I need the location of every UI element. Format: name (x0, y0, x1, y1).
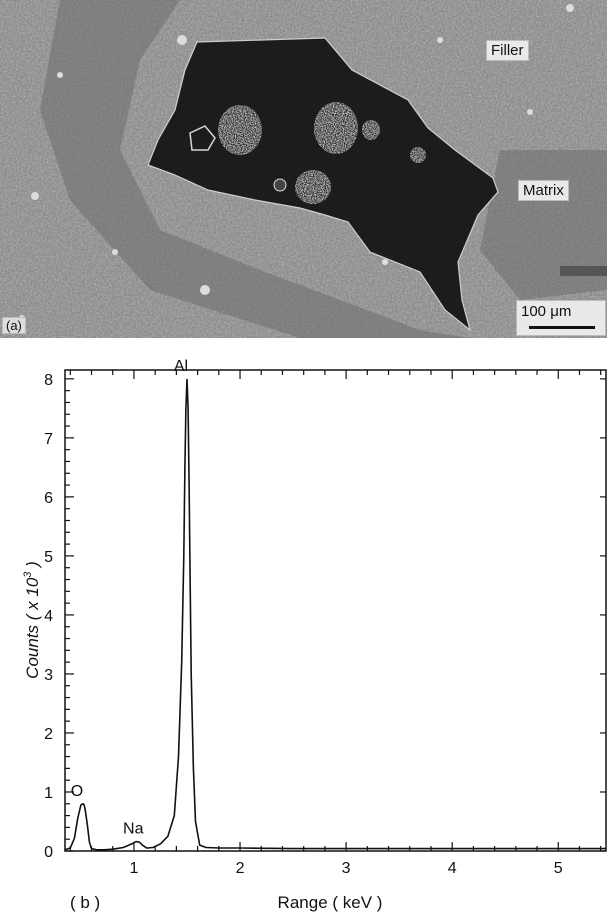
y-tick-label: 1 (44, 785, 53, 802)
y-tick-label: 5 (44, 549, 53, 566)
plot-frame (64, 369, 607, 852)
panel-b-label: ( b ) (70, 893, 100, 912)
spectrum-line (64, 378, 606, 851)
x-tick-label: 4 (448, 860, 457, 877)
y-tick-label: 6 (44, 490, 53, 507)
peak-label: Na (123, 821, 144, 838)
scale-bar-label: 100 μm (521, 303, 572, 320)
x-tick-label: 3 (342, 860, 351, 877)
scale-bar (529, 326, 595, 329)
peak-annotations: O Na Al (71, 358, 188, 838)
panel-a-label: (a) (2, 317, 26, 334)
y-tick-label: 2 (44, 726, 53, 743)
peak-label: Al (174, 358, 188, 375)
scale-bar-box: 100 μm (516, 300, 606, 336)
eds-spectrum-chart: 1 2 3 4 5 0 1 2 3 4 5 6 7 8 O Na Al Range ( keV ) ( b )… (22, 358, 607, 912)
y-tick-label: 8 (44, 372, 53, 389)
x-tick-label: 5 (554, 860, 563, 877)
x-axis-label: Range ( keV ) (278, 893, 383, 912)
x-tick-label: 1 (129, 860, 138, 877)
peak-label: O (71, 783, 83, 800)
x-tick-label: 2 (236, 860, 245, 877)
y-axis-label-close: ) (23, 561, 42, 571)
y-tick-label: 4 (44, 608, 53, 625)
y-tick-label: 7 (44, 431, 53, 448)
matrix-label: Matrix (518, 180, 569, 201)
y-tick-label: 0 (44, 844, 53, 861)
filler-label: Filler (486, 40, 529, 61)
y-axis-label-main: Counts ( x 10 (23, 577, 42, 679)
y-tick-label: 3 (44, 667, 53, 684)
y-axis-label: Counts ( x 103 ) (22, 561, 42, 679)
y-axis-label-exponent: 3 (22, 571, 34, 578)
axis-tick-labels: 1 2 3 4 5 0 1 2 3 4 5 6 7 8 (44, 372, 563, 877)
axis-ticks (65, 370, 606, 852)
